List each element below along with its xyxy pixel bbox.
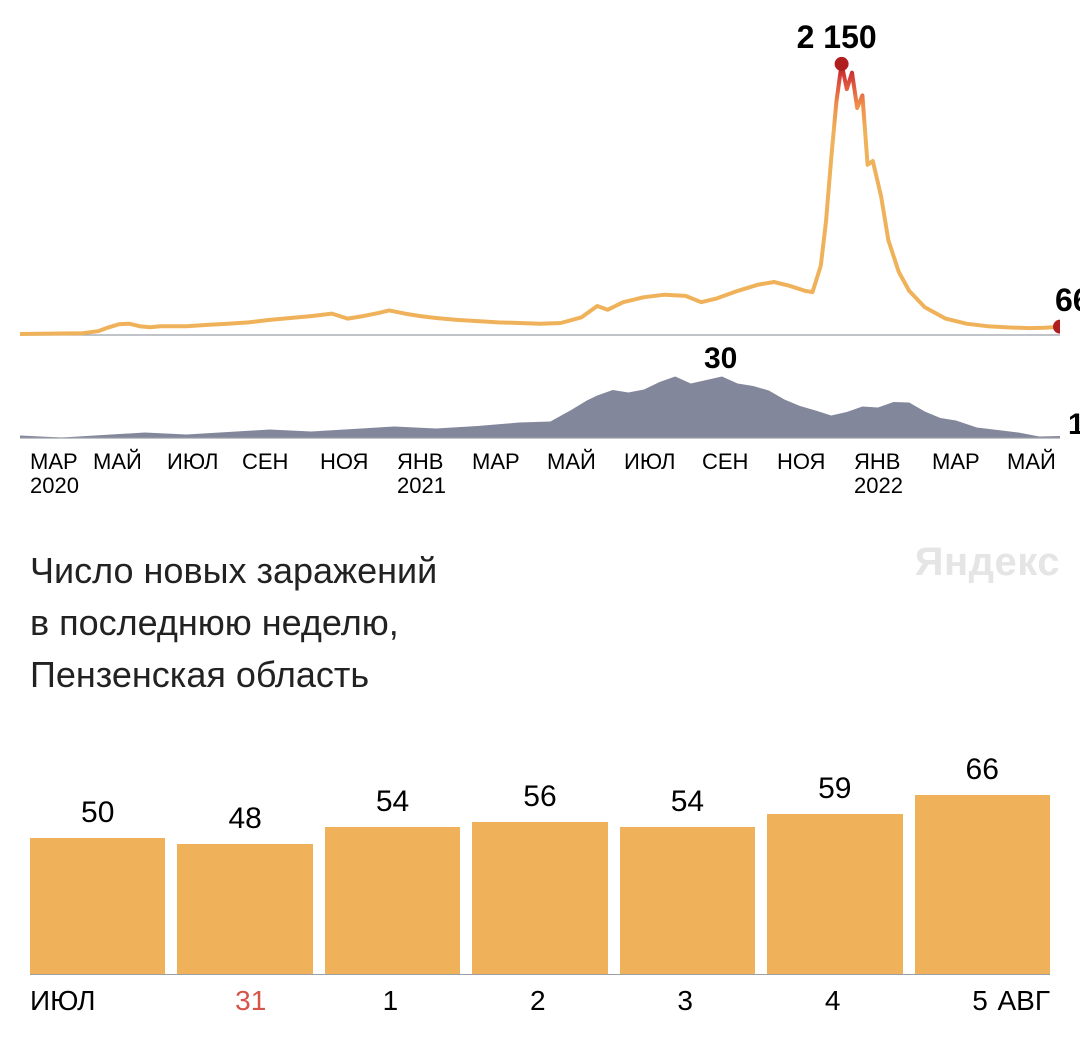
bar-rect xyxy=(472,822,607,974)
bar-month-right: АВГ xyxy=(997,985,1050,1017)
bar-value-label: 50 xyxy=(81,796,114,830)
bar-x-tick: 3 xyxy=(677,985,693,1017)
bar-x-tick: 2 xyxy=(530,985,546,1017)
bar-column: 56 xyxy=(472,745,607,974)
main-chart-svg xyxy=(20,20,1060,340)
main-line-path xyxy=(20,64,1060,334)
bar-rect xyxy=(620,827,755,974)
main-line-chart: 2 150 66 xyxy=(20,20,1060,340)
bar-x-axis: ИЮЛ АВГ 31 1 2 3 4 5 xyxy=(30,985,1050,1025)
time-axis-tick: МАЙ xyxy=(1007,450,1056,474)
bar-column: 54 xyxy=(325,745,460,974)
bar-value-label: 66 xyxy=(966,753,999,787)
bar-rect xyxy=(915,795,1050,974)
bar-column: 50 xyxy=(30,745,165,974)
peak-value-label: 2 150 xyxy=(797,19,877,56)
bar-rect xyxy=(325,827,460,974)
bar-value-label: 54 xyxy=(376,785,409,819)
bar-x-tick: 31 xyxy=(235,985,266,1017)
bar-rect xyxy=(177,844,312,974)
bar-column: 66 xyxy=(915,745,1050,974)
area-path xyxy=(20,377,1060,439)
bar-column: 54 xyxy=(620,745,755,974)
bar-value-label: 48 xyxy=(228,802,261,836)
end-dot xyxy=(1053,320,1060,334)
time-axis-tick: ЯНВ2022 xyxy=(854,450,903,498)
time-axis-tick: ЯНВ2021 xyxy=(397,450,446,498)
time-axis-tick: СЕН xyxy=(702,450,748,474)
bar-value-label: 59 xyxy=(818,772,851,806)
bar-rect xyxy=(767,814,902,974)
time-axis-tick: ИЮЛ xyxy=(624,450,676,474)
bar-value-label: 56 xyxy=(523,780,556,814)
time-axis-tick: МАР xyxy=(472,450,520,474)
watermark: Яндекс xyxy=(915,540,1060,585)
secondary-area-chart: 30 1 xyxy=(20,350,1060,440)
peak-dot xyxy=(835,57,849,71)
title-line3: Пензенская область xyxy=(30,649,437,701)
bar-value-label: 54 xyxy=(671,785,704,819)
bar-x-tick: 4 xyxy=(825,985,841,1017)
secondary-peak-label: 30 xyxy=(704,342,737,376)
time-axis-tick: МАР2020 xyxy=(30,450,79,498)
bar-column: 48 xyxy=(177,745,312,974)
chart-title: Число новых заражений в последнюю неделю… xyxy=(30,545,437,702)
secondary-chart-svg xyxy=(20,350,1060,440)
bar-x-tick: 1 xyxy=(383,985,399,1017)
time-axis-tick: МАР xyxy=(932,450,980,474)
time-axis-tick: НОЯ xyxy=(777,450,825,474)
time-axis-tick: СЕН xyxy=(242,450,288,474)
bar-chart: 50 48 54 56 54 59 66 xyxy=(30,745,1050,975)
bar-rect xyxy=(30,838,165,974)
title-line2: в последнюю неделю, xyxy=(30,597,437,649)
time-axis-tick: НОЯ xyxy=(320,450,368,474)
time-axis-tick: МАЙ xyxy=(547,450,596,474)
time-axis-tick: МАЙ xyxy=(93,450,142,474)
bar-x-tick: 5 xyxy=(972,985,988,1017)
bar-column: 59 xyxy=(767,745,902,974)
time-axis: МАР2020 МАЙ ИЮЛ СЕН НОЯ ЯНВ2021 МАР МАЙ ИЮЛ СЕН НО… xyxy=(30,450,1040,510)
time-axis-tick: ИЮЛ xyxy=(167,450,219,474)
end-value-label: 66 xyxy=(1055,282,1080,319)
secondary-end-label: 1 xyxy=(1068,408,1080,442)
bar-month-left: ИЮЛ xyxy=(30,985,96,1017)
title-line1: Число новых заражений xyxy=(30,545,437,597)
